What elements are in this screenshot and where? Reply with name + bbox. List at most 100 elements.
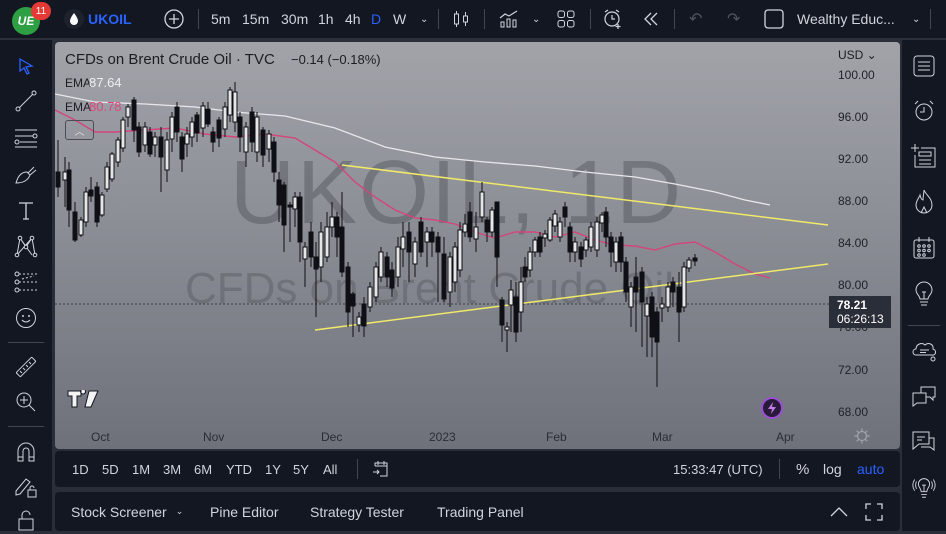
tab-pine-editor[interactable]: Pine Editor <box>210 503 279 520</box>
messages-button[interactable] <box>910 428 938 456</box>
time-axis[interactable]: Oct Nov Dec 2023 Feb Mar Apr <box>55 426 900 448</box>
maximize-panel-button[interactable] <box>865 492 883 531</box>
divider <box>484 9 485 29</box>
percent-scale-toggle[interactable]: % <box>796 460 810 478</box>
lock-drawings-button[interactable] <box>12 473 40 501</box>
prediction-tool[interactable] <box>12 268 40 296</box>
tradingview-logo-icon <box>67 390 99 408</box>
magnet-mode-button[interactable] <box>12 438 40 466</box>
indicators-chevron-icon[interactable]: ⌄ <box>532 13 541 25</box>
price-plot <box>55 82 830 387</box>
message-icon <box>912 431 935 451</box>
divider <box>674 9 675 29</box>
currency-selector[interactable]: USD ⌄ <box>838 48 877 62</box>
create-alert-button[interactable] <box>602 0 624 38</box>
zoom-in-tool[interactable] <box>12 388 40 416</box>
chart-title[interactable]: CFDs on Brent Crude Oil · TVC <box>65 51 275 68</box>
calendar-button[interactable] <box>910 234 938 262</box>
notifications-button[interactable] <box>910 473 938 501</box>
ideas-button[interactable] <box>910 280 938 308</box>
interval-4h[interactable]: 4h <box>345 11 361 27</box>
ema-label-2[interactable]: EMA <box>65 100 92 114</box>
icon-tool[interactable] <box>12 304 40 332</box>
replay-button[interactable] <box>643 0 659 38</box>
range-1y[interactable]: 1Y <box>265 461 281 477</box>
pencil-lock-icon <box>15 478 37 498</box>
interval-1h[interactable]: 1h <box>318 11 334 27</box>
ema-label-1[interactable]: EMA <box>65 76 92 90</box>
brush-tool[interactable] <box>12 161 40 189</box>
lightning-button[interactable] <box>761 397 783 419</box>
chart-type-candles-button[interactable] <box>453 0 469 38</box>
layout-name-button[interactable]: Wealthy Educ... <box>797 11 895 27</box>
interval-15m[interactable]: 15m <box>242 11 270 27</box>
time-label: 2023 <box>429 430 456 444</box>
chevron-down-icon: ⌄ <box>175 506 184 516</box>
watchlist-button[interactable] <box>910 52 938 80</box>
brush-icon <box>15 166 37 184</box>
calendar-goto-icon <box>373 461 388 477</box>
price-label: 88.00 <box>838 194 869 208</box>
minds-button[interactable] <box>910 383 938 411</box>
layouts-button[interactable] <box>557 0 575 38</box>
indicators-icon <box>499 10 518 28</box>
range-all[interactable]: All <box>323 461 338 477</box>
divider <box>930 9 931 29</box>
range-1m[interactable]: 1M <box>132 461 151 477</box>
ruler-icon <box>16 357 36 377</box>
alarm-clock-icon <box>914 100 934 121</box>
tab-stock-screener[interactable]: Stock Screener ⌄ <box>71 492 183 531</box>
thought-bubble-icon <box>912 343 936 362</box>
chart-pane[interactable]: UKOIL, 1D CFDs on Brent Crude Oil <box>55 42 900 449</box>
tradingview-logo[interactable] <box>67 390 101 408</box>
hotlists-button[interactable] <box>910 188 938 216</box>
alerts-button[interactable] <box>910 97 938 125</box>
range-ytd[interactable]: YTD <box>226 461 252 477</box>
price-label: 96.00 <box>838 110 869 124</box>
lock-all-button[interactable] <box>12 506 40 534</box>
range-5d[interactable]: 5D <box>102 461 119 477</box>
chart-settings-button[interactable] <box>854 428 870 444</box>
interval-dropdown-chevron-icon[interactable]: ⌄ <box>420 13 429 25</box>
interval-30m[interactable]: 30m <box>281 11 309 27</box>
range-3m[interactable]: 3M <box>163 461 182 477</box>
expand-panel-button[interactable] <box>830 492 848 531</box>
tab-strategy-tester[interactable]: Strategy Tester <box>310 503 404 520</box>
calendar-icon <box>913 237 935 259</box>
interval-w[interactable]: W <box>393 11 407 27</box>
chats-button[interactable] <box>910 337 938 365</box>
interval-5m[interactable]: 5m <box>211 11 231 27</box>
divider <box>779 459 780 479</box>
square-icon <box>764 9 784 29</box>
text-tool[interactable] <box>12 197 40 225</box>
price-axis[interactable]: USD ⌄ 100.00 96.00 92.00 88.00 84.00 80.… <box>830 42 900 449</box>
divider <box>438 9 439 29</box>
cursor-arrow-icon <box>19 57 34 75</box>
data-window-button[interactable] <box>910 142 938 170</box>
fib-retracement-tool[interactable] <box>12 124 40 152</box>
range-1d[interactable]: 1D <box>72 461 89 477</box>
layout-chevron-icon[interactable]: ⌄ <box>912 13 921 25</box>
collapse-legend-button[interactable]: ︿ <box>65 120 94 140</box>
symbol-search-button[interactable]: UKOIL <box>88 11 132 27</box>
tab-trading-panel[interactable]: Trading Panel <box>437 503 524 520</box>
log-scale-toggle[interactable]: log <box>823 461 842 477</box>
divider <box>8 342 44 343</box>
range-5y[interactable]: 5Y <box>293 461 309 477</box>
interval-d[interactable]: D <box>371 11 382 27</box>
compare-symbol-button[interactable] <box>164 0 184 38</box>
cursor-tool[interactable] <box>12 52 40 80</box>
list-icon <box>913 55 935 77</box>
indicators-button[interactable] <box>499 0 519 38</box>
go-to-date-button[interactable] <box>372 451 390 487</box>
auto-scale-toggle[interactable]: auto <box>857 461 885 477</box>
zoom-in-icon <box>16 392 36 412</box>
undo-icon[interactable]: ↶ <box>689 11 703 28</box>
range-6m[interactable]: 6M <box>194 461 213 477</box>
redo-icon[interactable]: ↷ <box>727 11 741 28</box>
layout-checkbox[interactable] <box>764 0 784 38</box>
clock-timezone[interactable]: 15:33:47 (UTC) <box>673 461 763 477</box>
measure-tool[interactable] <box>12 353 40 381</box>
pattern-tool[interactable] <box>12 232 40 260</box>
trend-line-tool[interactable] <box>12 87 40 115</box>
